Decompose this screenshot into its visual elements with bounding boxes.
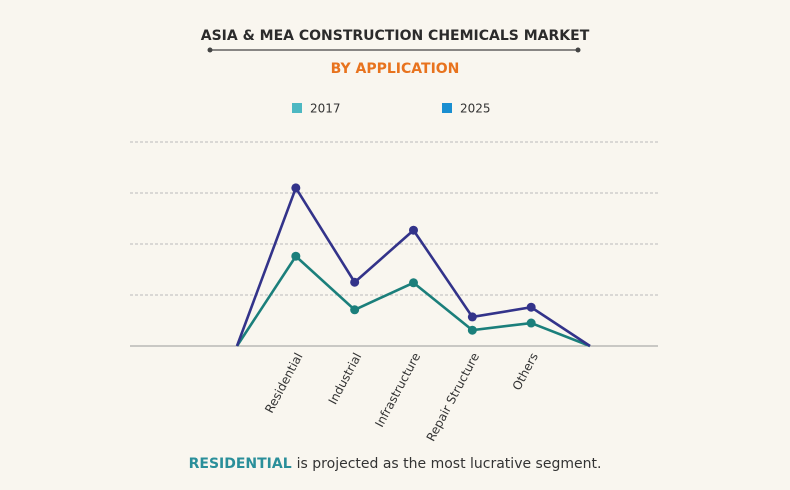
point xyxy=(526,302,536,312)
x-tick-label: Residential xyxy=(262,350,305,415)
point xyxy=(291,251,301,261)
legend-label: 2025 xyxy=(460,102,491,116)
legend-label: 2017 xyxy=(310,102,341,116)
x-tick-label: Industrial xyxy=(326,350,365,406)
title-rule-dot xyxy=(575,47,581,53)
point xyxy=(350,277,360,287)
point xyxy=(467,325,477,335)
point xyxy=(467,312,477,322)
point xyxy=(291,183,301,193)
legend-swatch xyxy=(442,103,452,113)
point xyxy=(526,318,536,328)
title-rule-dot xyxy=(207,47,213,53)
annotation: RESIDENTIAL is projected as the most lucr… xyxy=(189,456,602,472)
point xyxy=(409,278,418,288)
x-tick-label: Infrastructure xyxy=(372,350,423,429)
point xyxy=(350,305,360,315)
annotation-text: is projected as the most lucrative segme… xyxy=(297,456,602,472)
series-line xyxy=(235,254,591,348)
point xyxy=(409,225,418,235)
x-tick-label: Repair Structure xyxy=(424,350,482,443)
chart-title: ASIA & MEA CONSTRUCTION CHEMICALS MARKET xyxy=(201,28,590,44)
annotation-highlight: RESIDENTIAL xyxy=(189,456,292,472)
chart-subtitle: BY APPLICATION xyxy=(331,61,460,77)
x-tick-label: Others xyxy=(510,350,541,392)
legend-swatch xyxy=(292,103,302,113)
